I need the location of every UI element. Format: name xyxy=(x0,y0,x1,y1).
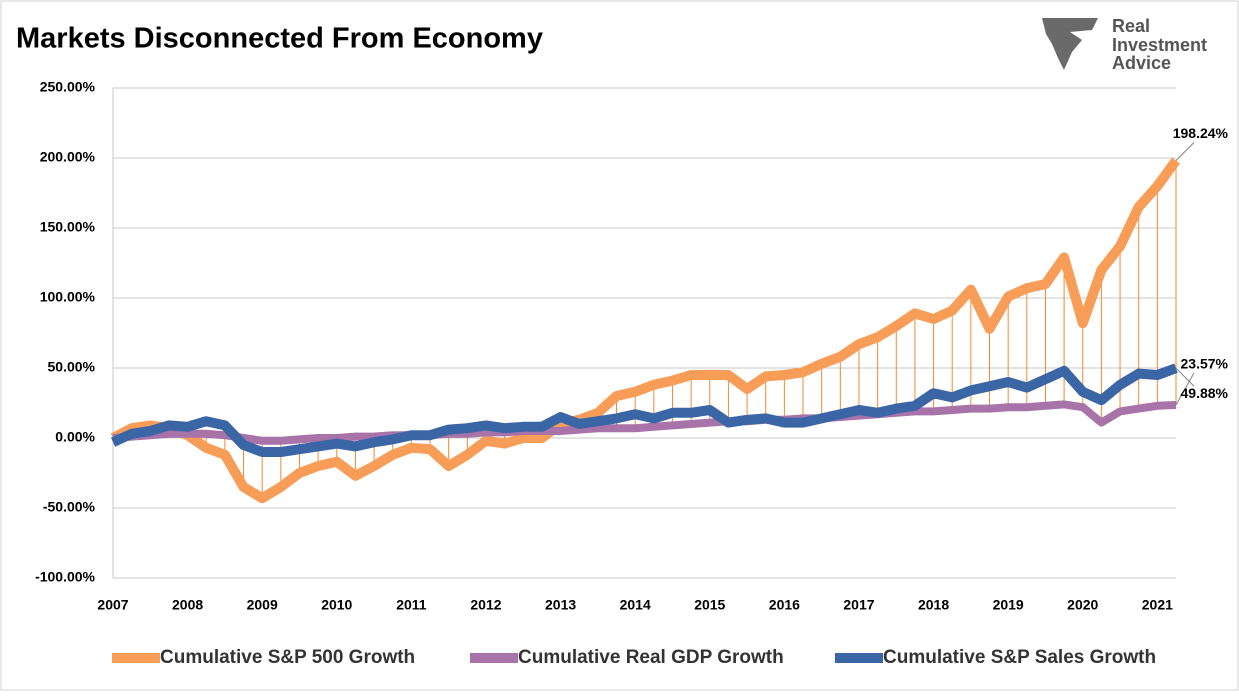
logo-text: Advice xyxy=(1112,53,1171,73)
y-tick-label: 100.00% xyxy=(40,289,96,305)
x-tick-label: 2014 xyxy=(620,597,651,613)
x-tick-label: 2008 xyxy=(172,597,203,613)
label-leader xyxy=(1175,372,1195,406)
y-tick-label: -50.00% xyxy=(43,499,96,515)
logo-text: Investment xyxy=(1112,35,1207,55)
data-label: 23.57% xyxy=(1181,356,1229,372)
x-tick-label: 2013 xyxy=(545,597,576,613)
x-tick-label: 2016 xyxy=(769,597,800,613)
x-tick-label: 2018 xyxy=(918,597,949,613)
y-tick-label: -100.00% xyxy=(35,569,95,585)
legend-label: Cumulative Real GDP Growth xyxy=(518,647,784,668)
logo-text: Real xyxy=(1112,16,1150,36)
y-tick-label: 250.00% xyxy=(40,79,96,95)
y-tick-label: 50.00% xyxy=(48,359,96,375)
x-tick-label: 2011 xyxy=(396,597,427,613)
series-line xyxy=(112,400,1177,445)
series-line xyxy=(110,157,1181,504)
logo-icon xyxy=(1042,18,1098,70)
y-tick-label: 200.00% xyxy=(40,149,96,165)
x-tick-label: 2009 xyxy=(247,597,278,613)
y-tick-label: 150.00% xyxy=(40,219,96,235)
label-leader xyxy=(1175,367,1195,387)
data-label: 49.88% xyxy=(1181,385,1229,401)
x-tick-label: 2012 xyxy=(470,597,501,613)
label-leader xyxy=(1175,142,1195,161)
chart-title: Markets Disconnected From Economy xyxy=(16,23,543,55)
series-line xyxy=(110,363,1178,457)
legend-label: Cumulative S&P Sales Growth xyxy=(883,647,1156,668)
x-tick-label: 2017 xyxy=(843,597,874,613)
y-tick-label: 0.00% xyxy=(55,429,95,445)
data-label: 198.24% xyxy=(1173,125,1229,141)
x-tick-label: 2020 xyxy=(1067,597,1098,613)
logo: Real Investment Advice xyxy=(1042,16,1207,73)
x-tick-label: 2019 xyxy=(993,597,1024,613)
legend-label: Cumulative S&P 500 Growth xyxy=(160,647,415,668)
x-tick-label: 2015 xyxy=(694,597,725,613)
x-tick-label: 2010 xyxy=(321,597,352,613)
x-tick-label: 2007 xyxy=(97,597,128,613)
x-tick-label: 2021 xyxy=(1142,597,1173,613)
